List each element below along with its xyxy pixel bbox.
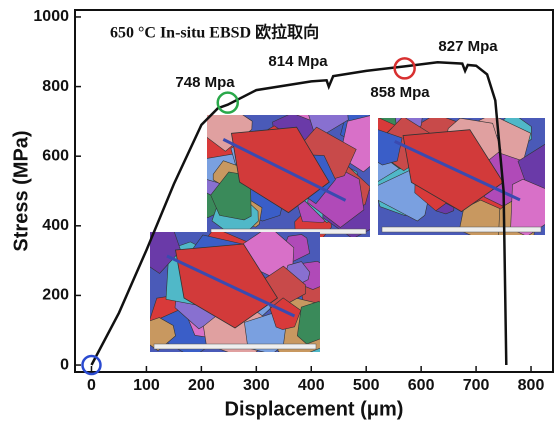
x-tick-label: 400 [298, 377, 325, 394]
ebsd-insets [121, 95, 556, 365]
y-tick-label: 800 [42, 78, 69, 95]
annotation: 814 Mpa [268, 53, 328, 70]
x-tick-label: 700 [463, 377, 490, 394]
y-tick-label: 0 [60, 356, 69, 373]
chart: 650 °C In-situ EBSD 欧拉取向 Displacement (μ… [0, 0, 556, 430]
x-tick-label: 300 [243, 377, 270, 394]
y-tick-label: 200 [42, 287, 69, 304]
scale-bar [382, 227, 541, 232]
scale-bar [154, 344, 316, 349]
x-tick-label: 200 [188, 377, 215, 394]
ebsd-image [181, 95, 396, 244]
y-tick-label: 600 [42, 147, 69, 164]
y-axis-title: Stress (MPa) [10, 130, 32, 251]
x-tick-label: 100 [133, 377, 160, 394]
chart-title: 650 °C In-situ EBSD 欧拉取向 [110, 23, 319, 42]
y-tick-label: 400 [42, 217, 69, 234]
x-tick-label: 500 [353, 377, 380, 394]
annotation: 858 Mpa [370, 84, 430, 101]
x-tick-label: 800 [518, 377, 545, 394]
y-tick-label: 1000 [33, 8, 69, 25]
marker-circle [218, 93, 238, 113]
x-axis-title: Displacement (μm) [225, 398, 404, 420]
x-tick-label: 600 [408, 377, 435, 394]
grain [297, 302, 336, 345]
ebsd-image [364, 103, 556, 254]
annotation: 748 Mpa [175, 74, 235, 91]
x-tick-label: 0 [87, 377, 96, 394]
annotation: 827 Mpa [438, 38, 498, 55]
